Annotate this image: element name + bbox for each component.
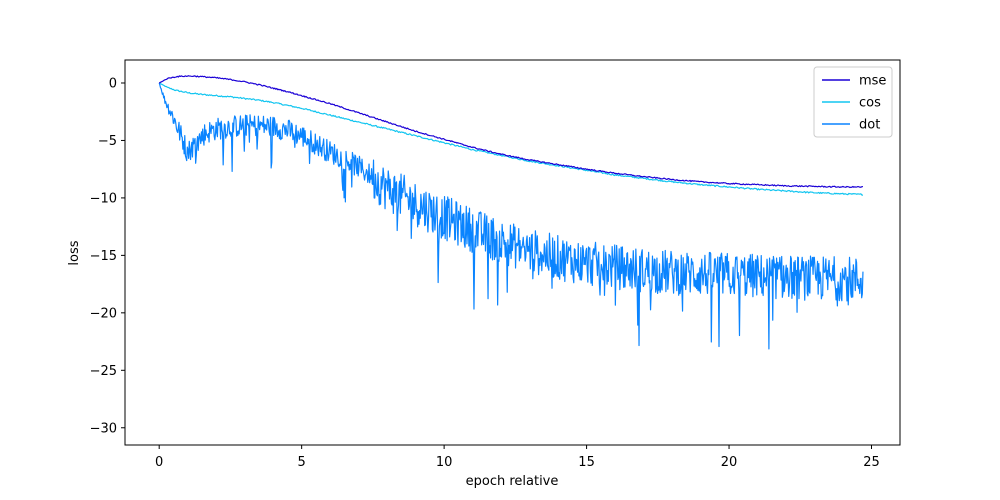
y-tick-label: −20 (90, 306, 117, 321)
y-tick-label: 0 (109, 76, 117, 91)
x-tick-label: 10 (436, 455, 453, 470)
plot-frame (124, 59, 901, 446)
series-line-dot (158, 82, 864, 350)
legend-label-mse: mse (859, 74, 886, 89)
x-axis-title: epoch relative (466, 474, 559, 489)
legend: mse cos dot (813, 66, 893, 138)
legend-box (813, 66, 893, 138)
x-tick-label: 0 (155, 455, 163, 470)
y-axis-title: loss (67, 240, 82, 265)
legend-label-cos: cos (859, 96, 881, 111)
series-layer (158, 75, 864, 350)
y-tick-label: −15 (90, 249, 117, 264)
legend-label-dot: dot (859, 118, 880, 133)
x-tick-label: 15 (578, 455, 595, 470)
y-axis: 0 −5 −10 −15 −20 −25 −30 (90, 76, 125, 436)
x-axis: 0 5 10 15 20 25 (155, 445, 880, 470)
y-tick-label: −30 (90, 421, 117, 436)
x-tick-label: 25 (863, 455, 880, 470)
x-tick-label: 5 (298, 455, 306, 470)
x-tick-label: 20 (721, 455, 738, 470)
y-tick-label: −10 (90, 191, 117, 206)
y-tick-label: −25 (90, 364, 117, 379)
series-line-mse (158, 75, 864, 189)
y-tick-label: −5 (98, 134, 117, 149)
